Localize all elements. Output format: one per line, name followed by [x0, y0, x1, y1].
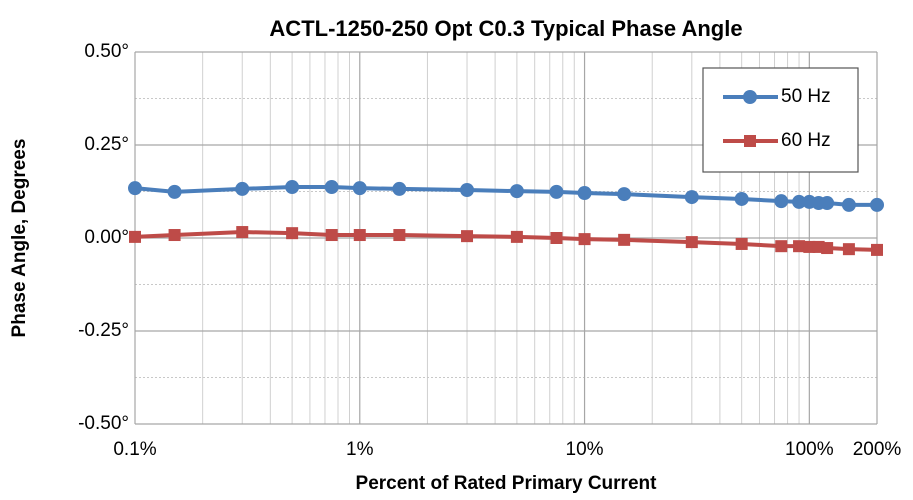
legend: 50 Hz 60 Hz	[702, 67, 859, 173]
legend-label: 50 Hz	[781, 86, 831, 107]
x-tick-label: 100%	[785, 439, 834, 460]
x-tick-label: 200%	[853, 439, 902, 460]
legend-label: 60 Hz	[781, 130, 831, 151]
marker	[460, 183, 475, 198]
marker	[821, 242, 834, 255]
y-tick-label: 0.50°	[84, 41, 129, 62]
marker	[324, 180, 339, 195]
marker	[352, 181, 367, 196]
marker	[549, 184, 564, 199]
marker	[236, 226, 249, 239]
y-tick-label: -0.50°	[78, 413, 129, 434]
marker	[870, 197, 884, 212]
marker	[618, 233, 631, 246]
marker	[285, 180, 300, 195]
marker	[325, 229, 338, 242]
marker	[392, 181, 407, 196]
marker	[734, 191, 749, 206]
marker	[167, 184, 182, 199]
marker	[353, 229, 366, 242]
marker	[510, 230, 523, 243]
marker	[735, 237, 748, 250]
marker	[509, 184, 524, 199]
marker	[774, 194, 789, 209]
y-tick-label: 0.00°	[84, 227, 129, 248]
marker	[550, 232, 563, 244]
marker	[841, 197, 856, 212]
x-tick-label: 1%	[346, 439, 374, 460]
legend-marker	[744, 135, 756, 147]
marker	[775, 240, 788, 253]
marker	[820, 196, 835, 211]
marker	[578, 233, 591, 246]
chart-title: ACTL-1250-250 Opt C0.3 Typical Phase Ang…	[269, 16, 742, 41]
marker	[235, 181, 250, 196]
marker	[793, 240, 806, 253]
legend-box	[702, 67, 859, 173]
x-axis-label: Percent of Rated Primary Current	[356, 473, 658, 494]
marker	[871, 243, 883, 256]
marker	[577, 185, 592, 200]
y-tick-label: 0.25°	[84, 134, 129, 155]
x-tick-label: 10%	[566, 439, 604, 460]
legend-marker	[743, 90, 757, 104]
x-tick-label: 0.1%	[113, 439, 156, 460]
marker	[792, 194, 807, 209]
marker	[842, 243, 855, 256]
marker	[461, 230, 474, 243]
y-axis-label: Phase Angle, Degrees	[9, 139, 30, 338]
marker	[803, 240, 816, 253]
marker	[393, 229, 406, 242]
marker	[684, 190, 699, 205]
marker	[685, 236, 698, 249]
marker	[168, 229, 181, 242]
marker	[129, 230, 141, 243]
y-tick-label: -0.25°	[78, 320, 129, 341]
marker	[286, 227, 299, 240]
marker	[617, 187, 632, 202]
marker	[128, 181, 142, 196]
